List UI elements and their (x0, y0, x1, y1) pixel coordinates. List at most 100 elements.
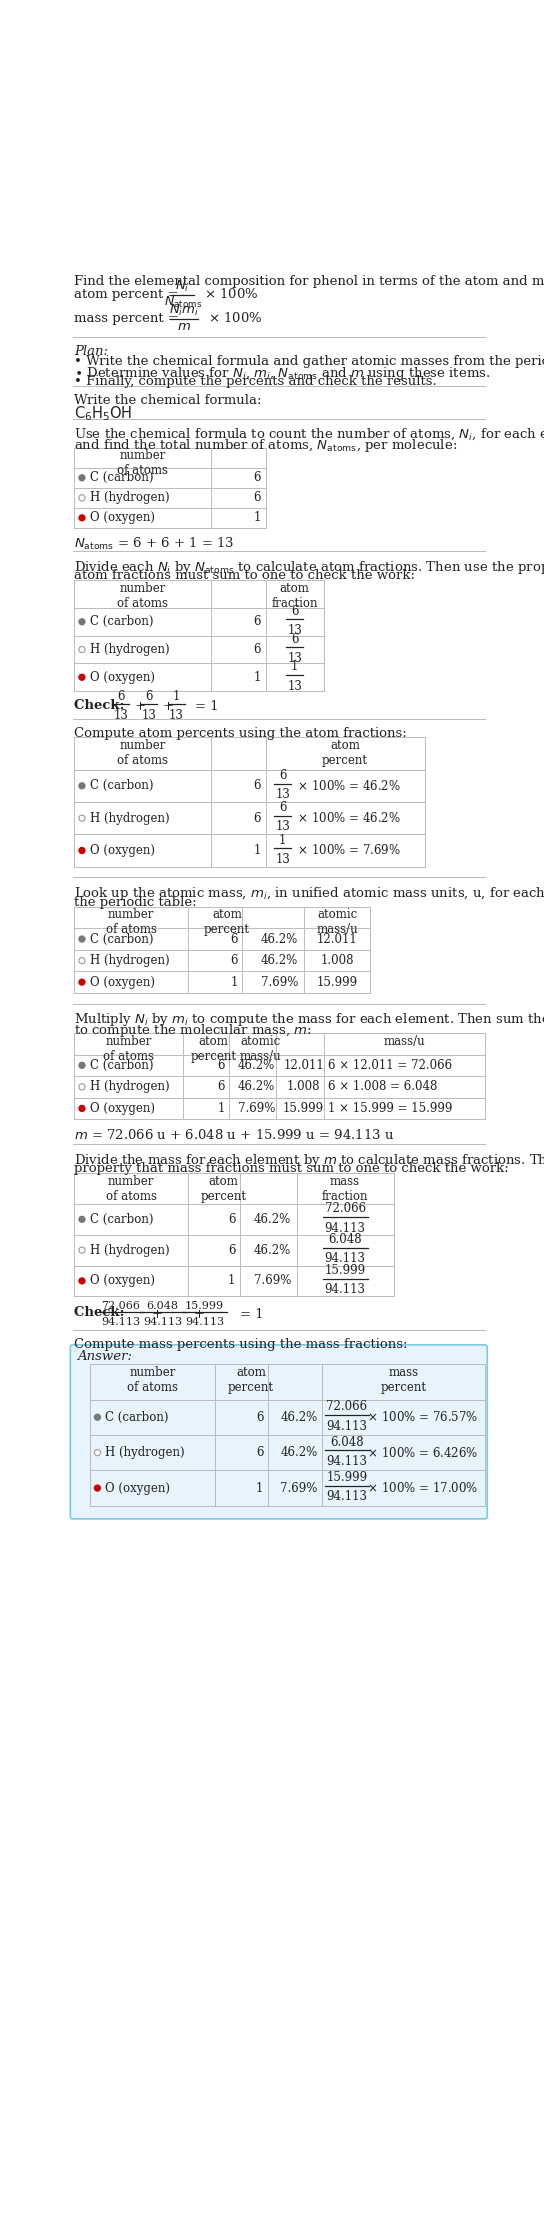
Text: atom
percent: atom percent (204, 908, 250, 937)
Text: Check:: Check: (74, 1305, 129, 1318)
Text: Divide the mass for each element by $m$ to calculate mass fractions. Then use th: Divide the mass for each element by $m$ … (74, 1151, 544, 1169)
Text: 6: 6 (279, 801, 287, 814)
Text: H (hydrogen): H (hydrogen) (90, 491, 169, 504)
Text: 6: 6 (230, 954, 238, 968)
Text: mass
percent: mass percent (381, 1365, 426, 1394)
Text: H (hydrogen): H (hydrogen) (90, 642, 169, 656)
Text: 72.066: 72.066 (326, 1400, 368, 1414)
Circle shape (79, 979, 85, 986)
Text: O (oxygen): O (oxygen) (90, 843, 154, 856)
Text: $\mathrm{C_6H_5OH}$: $\mathrm{C_6H_5OH}$ (74, 404, 133, 424)
Text: 12.011: 12.011 (283, 1059, 324, 1073)
Text: • Write the chemical formula and gather atomic masses from the periodic table.: • Write the chemical formula and gather … (74, 355, 544, 368)
Text: 12.011: 12.011 (317, 932, 358, 946)
Text: 7.69%: 7.69% (238, 1102, 275, 1115)
Circle shape (79, 1061, 85, 1068)
Text: 15.999: 15.999 (283, 1102, 324, 1115)
Text: 94.113: 94.113 (325, 1282, 366, 1296)
Text: O (oxygen): O (oxygen) (90, 511, 154, 524)
Text: +: + (135, 700, 146, 714)
Text: Compute mass percents using the mass fractions:: Compute mass percents using the mass fra… (74, 1338, 407, 1351)
Text: 46.2%: 46.2% (261, 932, 298, 946)
Text: atomic
mass/u: atomic mass/u (317, 908, 358, 937)
Text: C (carbon): C (carbon) (90, 1059, 153, 1073)
Text: 6: 6 (254, 615, 261, 629)
Text: $\times$ 100% = 46.2%: $\times$ 100% = 46.2% (294, 812, 400, 825)
Text: 6: 6 (117, 689, 125, 702)
Text: 13: 13 (275, 787, 290, 801)
Text: 6: 6 (228, 1244, 236, 1258)
Text: +: + (163, 700, 174, 714)
Text: Look up the atomic mass, $m_i$, in unified atomic mass units, u, for each elemen: Look up the atomic mass, $m_i$, in unifi… (74, 885, 544, 903)
Text: • Finally, compute the percents and check the results.: • Finally, compute the percents and chec… (74, 375, 437, 388)
Text: 6: 6 (254, 778, 261, 792)
Text: 13: 13 (287, 651, 302, 665)
Text: mass/u: mass/u (384, 1035, 425, 1048)
Text: O (oxygen): O (oxygen) (105, 1481, 170, 1494)
Text: Find the elemental composition for phenol in terms of the atom and mass percents: Find the elemental composition for pheno… (74, 274, 544, 288)
Text: C (carbon): C (carbon) (90, 778, 153, 792)
Text: O (oxygen): O (oxygen) (90, 1273, 154, 1287)
Text: Divide each $N_i$ by $N_\mathrm{atoms}$ to calculate atom fractions. Then use th: Divide each $N_i$ by $N_\mathrm{atoms}$ … (74, 560, 544, 575)
Text: Plan:: Plan: (74, 346, 108, 357)
Text: = 1: = 1 (240, 1309, 264, 1322)
Text: property that mass fractions must sum to one to check the work:: property that mass fractions must sum to… (74, 1162, 509, 1175)
Circle shape (79, 957, 85, 963)
Circle shape (79, 1106, 85, 1111)
Text: number
of atoms: number of atoms (127, 1365, 178, 1394)
Text: 6: 6 (254, 491, 261, 504)
Text: H (hydrogen): H (hydrogen) (90, 1244, 169, 1258)
Text: 1.008: 1.008 (320, 954, 354, 968)
Text: C (carbon): C (carbon) (90, 932, 153, 946)
Text: 6 × 1.008 = 6.048: 6 × 1.008 = 6.048 (327, 1079, 437, 1093)
Text: 1: 1 (254, 511, 261, 524)
Text: Answer:: Answer: (77, 1349, 132, 1363)
Text: number
of atoms: number of atoms (103, 1035, 154, 1061)
Text: 94.113: 94.113 (326, 1421, 368, 1432)
FancyBboxPatch shape (70, 1345, 487, 1519)
Circle shape (79, 847, 85, 854)
Text: 46.2%: 46.2% (254, 1244, 291, 1258)
Text: 46.2%: 46.2% (280, 1445, 318, 1458)
Circle shape (94, 1450, 101, 1456)
Text: $\times$ 100% = 76.57%: $\times$ 100% = 76.57% (364, 1409, 478, 1425)
Text: 94.113: 94.113 (325, 1222, 366, 1235)
Text: 15.999: 15.999 (325, 1264, 366, 1278)
Text: O (oxygen): O (oxygen) (90, 977, 154, 988)
Text: C (carbon): C (carbon) (90, 471, 153, 484)
Text: 6: 6 (291, 633, 299, 647)
Text: atom
fraction: atom fraction (271, 582, 318, 609)
Text: 13: 13 (287, 680, 302, 694)
Circle shape (79, 618, 85, 624)
Circle shape (79, 495, 85, 502)
Text: Use the chemical formula to count the number of atoms, $N_i$, for each element: Use the chemical formula to count the nu… (74, 426, 544, 442)
Text: = 1: = 1 (195, 700, 219, 714)
Text: Compute atom percents using the atom fractions:: Compute atom percents using the atom fra… (74, 727, 407, 740)
Text: 72.066: 72.066 (101, 1300, 140, 1311)
Text: 46.2%: 46.2% (261, 954, 298, 968)
Text: 6: 6 (254, 642, 261, 656)
Circle shape (79, 1215, 85, 1222)
Text: 15.999: 15.999 (326, 1472, 368, 1485)
Text: 7.69%: 7.69% (280, 1481, 318, 1494)
Text: 1: 1 (254, 843, 261, 856)
Text: $\times$ 100% = 17.00%: $\times$ 100% = 17.00% (364, 1481, 478, 1494)
Text: 46.2%: 46.2% (238, 1059, 275, 1073)
Text: 1: 1 (279, 834, 286, 847)
Circle shape (79, 816, 85, 821)
Text: 1: 1 (230, 977, 238, 988)
Text: 6: 6 (254, 471, 261, 484)
Circle shape (94, 1414, 101, 1421)
Text: H (hydrogen): H (hydrogen) (105, 1445, 185, 1458)
Text: 13: 13 (275, 821, 290, 834)
Text: 94.113: 94.113 (325, 1253, 366, 1264)
Text: 6: 6 (256, 1445, 263, 1458)
Text: C (carbon): C (carbon) (90, 1213, 153, 1227)
Text: 6: 6 (279, 769, 287, 783)
Text: 15.999: 15.999 (317, 977, 358, 988)
Text: 6: 6 (217, 1059, 225, 1073)
Text: O (oxygen): O (oxygen) (90, 1102, 154, 1115)
Text: atom
percent: atom percent (191, 1035, 237, 1061)
Circle shape (79, 783, 85, 789)
Text: 13: 13 (275, 852, 290, 865)
